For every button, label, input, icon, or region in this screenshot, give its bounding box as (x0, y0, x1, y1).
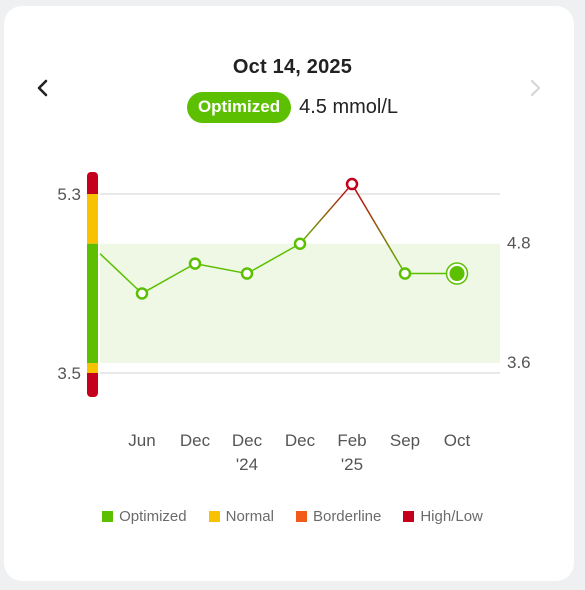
range-bar-segment (87, 373, 98, 397)
biomarker-chart: 5.3 3.5 4.8 3.6 Jun Dec Dec '24 Dec Feb '25 Sep Oct (57, 172, 531, 474)
optimal-range-band (100, 243, 500, 364)
legend-label: Borderline (312, 508, 382, 525)
x-tick-label: '25 (341, 455, 363, 474)
legend-swatch-high-low (403, 511, 415, 522)
range-bar-segment (87, 172, 98, 194)
legend-label: Normal (225, 508, 274, 525)
x-tick-label: '24 (236, 455, 258, 474)
series-line-segment (99, 253, 143, 294)
x-tick-label: Jun (128, 431, 155, 450)
series-line-segment (246, 243, 301, 275)
result-date: Oct 14, 2025 (232, 56, 353, 78)
series-line-segment (299, 183, 353, 245)
data-point (240, 267, 254, 280)
selected-data-point (449, 266, 465, 282)
x-tick-label: Dec (285, 431, 316, 450)
legend-item-borderline: Borderline (295, 508, 382, 525)
x-tick-label: Feb (337, 431, 366, 450)
next-button[interactable] (521, 74, 549, 102)
status-row: Optimized 4.5 mmol/L (0, 92, 585, 123)
status-badge: Optimized (186, 92, 292, 123)
range-bar-segment (87, 243, 98, 364)
series-line-segment (194, 262, 248, 275)
x-tick-label: Oct (444, 431, 471, 450)
x-tick-label: Dec (180, 431, 211, 450)
chevron-right-icon (530, 79, 541, 97)
result-value: 4.5 mmol/L (299, 96, 399, 118)
data-point (293, 237, 307, 250)
y-tick-label: 3.5 (57, 364, 81, 383)
previous-button[interactable] (29, 74, 57, 102)
legend-label: High/Low (420, 508, 483, 525)
range-label: 4.8 (507, 234, 531, 253)
data-point (345, 177, 359, 191)
legend-swatch-normal (208, 511, 220, 522)
x-tick-label: Sep (390, 431, 420, 450)
range-bar-segment (87, 194, 98, 244)
legend-swatch-borderline (295, 511, 307, 522)
data-point (135, 287, 149, 300)
series-line-segment (141, 262, 196, 295)
legend: Optimized Normal Borderline High/Low (0, 508, 585, 525)
range-bar-segment (87, 363, 98, 373)
data-point (398, 267, 412, 280)
legend-swatch-optimized (102, 511, 114, 522)
range-label: 3.6 (507, 353, 531, 372)
range-bar-segment (87, 373, 98, 377)
chevron-left-icon (37, 79, 48, 97)
legend-item-normal: Normal (208, 508, 274, 525)
legend-item-high-low: High/Low (403, 508, 483, 525)
y-tick-label: 5.3 (57, 185, 81, 204)
legend-item-optimized: Optimized (102, 508, 187, 525)
series-line-segment (351, 183, 406, 274)
data-point (188, 257, 202, 270)
x-tick-label: Dec (232, 431, 263, 450)
legend-label: Optimized (119, 508, 187, 525)
range-bar-segment (87, 190, 98, 194)
